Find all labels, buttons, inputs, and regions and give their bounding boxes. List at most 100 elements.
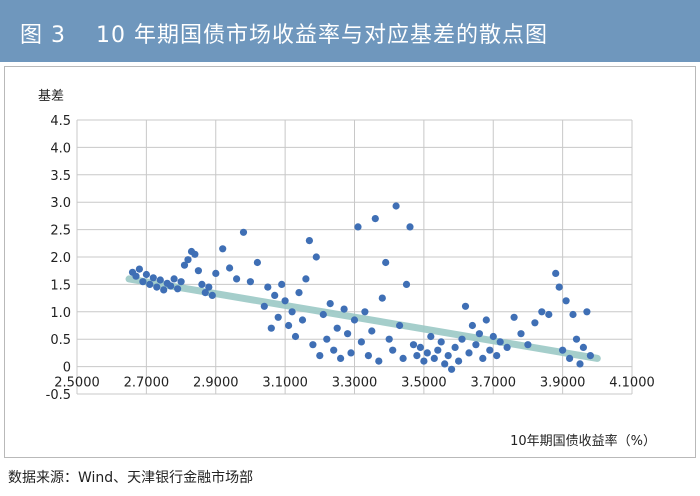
scatter-point: [576, 360, 584, 368]
scatter-point: [531, 319, 539, 327]
scatter-point: [510, 313, 518, 321]
scatter-point: [298, 316, 307, 324]
scatter-point: [458, 335, 466, 343]
scatter-point: [350, 316, 359, 324]
scatter-point: [309, 341, 317, 349]
scatter-point: [333, 324, 341, 332]
scatter-point: [233, 275, 241, 283]
x-tick-label: 3.1000: [262, 376, 308, 391]
scatter-point: [323, 335, 331, 343]
scatter-point: [212, 269, 220, 277]
scatter-point: [385, 335, 393, 343]
scatter-point: [382, 258, 390, 267]
x-tick-label: 2.9000: [193, 376, 239, 391]
scatter-point: [191, 250, 199, 258]
scatter-point: [219, 245, 227, 253]
scatter-point: [226, 264, 234, 272]
scatter-point: [461, 302, 470, 310]
scatter-point: [361, 308, 369, 316]
scatter-point: [583, 308, 591, 316]
scatter-point: [302, 275, 310, 283]
scatter-point: [572, 335, 581, 343]
x-tick-label: 3.9000: [540, 376, 586, 391]
scatter-point: [285, 321, 293, 330]
scatter-point: [375, 357, 383, 365]
figure-title: 10 年期国债市场收益率与对应基差的散点图: [96, 23, 548, 48]
scatter-point: [340, 305, 348, 313]
scatter-point: [555, 283, 563, 291]
y-tick-label: 3.5: [50, 169, 71, 184]
scatter-point: [194, 267, 202, 275]
scatter-point: [392, 202, 400, 210]
scatter-point: [153, 283, 161, 291]
scatter-point: [357, 338, 365, 346]
scatter-point: [434, 346, 442, 354]
scatter-point: [239, 228, 248, 236]
scatter-point: [378, 294, 386, 302]
y-tick-label: -0.5: [46, 388, 71, 403]
scatter-point: [420, 357, 428, 365]
scatter-point: [253, 258, 261, 267]
y-tick-label: 0: [63, 361, 71, 376]
scatter-point: [437, 338, 445, 346]
scatter-point: [281, 297, 289, 305]
figure-header: 图 3 10 年期国债市场收益率与对应基差的散点图: [0, 0, 700, 62]
scatter-point: [139, 278, 147, 286]
y-tick-label: 1.0: [50, 306, 71, 321]
scatter-point: [205, 283, 213, 291]
scatter-point: [354, 223, 362, 231]
data-source-note: 数据来源：Wind、天津银行金融市场部: [8, 470, 254, 486]
scatter-point: [170, 275, 178, 283]
scatter-point: [517, 330, 525, 338]
scatter-point: [260, 302, 268, 310]
scatter-point: [295, 289, 303, 297]
x-tick-label: 2.7000: [124, 376, 170, 391]
chart-panel: -0.5 0 0.5 1.0 1.5 2.0 2.5 3.0 3.5 4.0 4.5 2.5000 2.…: [4, 66, 696, 458]
scatter-point: [475, 330, 483, 338]
scatter-point: [347, 349, 355, 357]
scatter-point: [326, 300, 334, 308]
scatter-point: [271, 291, 279, 299]
scatter-point: [402, 280, 411, 288]
scatter-point: [149, 274, 157, 282]
x-tick-label: 2.5000: [54, 376, 100, 391]
scatter-point: [496, 338, 504, 346]
scatter-point: [160, 286, 168, 294]
scatter-point: [246, 278, 254, 286]
scatter-point: [569, 310, 577, 319]
scatter-point: [441, 360, 449, 368]
scatter-point: [156, 276, 164, 284]
scatter-point: [305, 237, 313, 245]
tick-layer: -0.5 0 0.5 1.0 1.5 2.0 2.5 3.0 3.5 4.0 4.5 2.5000 2.…: [46, 114, 655, 403]
scatter-point: [368, 327, 376, 335]
scatter-point: [444, 352, 452, 360]
scatter-point: [371, 215, 379, 223]
scatter-point: [579, 343, 588, 351]
scatter-point: [503, 343, 511, 351]
x-tick-label: 3.3000: [332, 376, 378, 391]
scatter-point: [146, 280, 154, 288]
figure-number: 图 3: [20, 23, 66, 48]
scatter-point: [177, 278, 185, 286]
scatter-point: [174, 285, 182, 293]
scatter-point: [396, 321, 404, 330]
scatter-point: [468, 321, 476, 330]
scatter-point: [184, 256, 192, 264]
scatter-point: [538, 308, 546, 316]
y-tick-label: 3.0: [50, 196, 71, 211]
scatter-point: [330, 346, 338, 354]
scatter-point: [198, 280, 206, 288]
scatter-point: [344, 330, 352, 338]
scatter-point: [566, 354, 574, 362]
scatter-point: [486, 346, 494, 354]
scatter-chart: -0.5 0 0.5 1.0 1.5 2.0 2.5 3.0 3.5 4.0 4.5 2.5000 2.…: [38, 89, 656, 449]
scatter-point: [493, 352, 501, 360]
grid-layer: [76, 119, 633, 395]
scatter-point: [559, 346, 567, 354]
scatter-point: [288, 308, 296, 316]
scatter-point: [274, 313, 282, 321]
scatter-point: [201, 289, 209, 297]
scatter-point: [132, 272, 140, 280]
y-axis-label: 基差: [38, 89, 64, 104]
scatter-point: [167, 282, 175, 290]
